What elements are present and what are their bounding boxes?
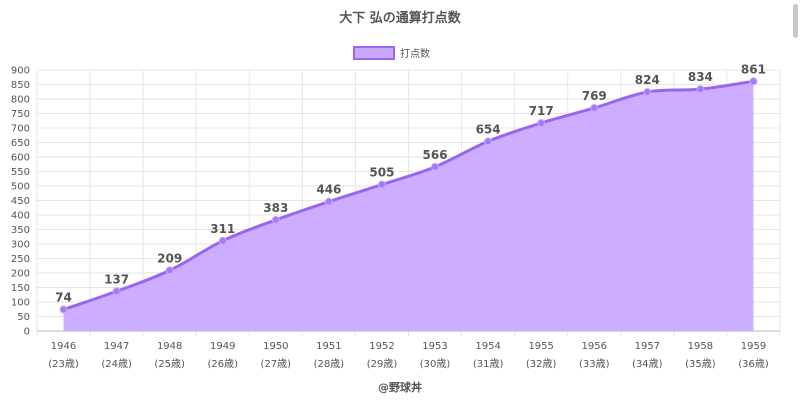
y-tick-label: 0	[24, 327, 30, 338]
x-tick-label: 1949	[210, 341, 235, 352]
data-label: 137	[104, 272, 129, 286]
y-tick-label: 350	[11, 225, 30, 236]
x-tick-sublabel: (36歳)	[738, 358, 769, 370]
y-tick-label: 200	[11, 269, 30, 280]
y-axis: 0 50 100 150 200 250 300 350 400 450 500 550 600 650 7…	[11, 66, 30, 338]
y-tick-label: 150	[11, 283, 30, 294]
data-point[interactable]	[749, 77, 758, 86]
data-label: 654	[476, 122, 501, 136]
y-tick-label: 300	[11, 240, 30, 251]
data-point[interactable]	[165, 266, 174, 275]
data-point[interactable]	[271, 215, 280, 224]
x-tick-sublabel: (34歳)	[632, 358, 663, 370]
y-tick-label: 500	[11, 182, 30, 193]
data-point[interactable]	[590, 103, 599, 112]
data-label: 566	[423, 148, 448, 162]
footer-credit: @野球丼	[378, 380, 422, 394]
data-label: 769	[582, 89, 607, 103]
x-tick-sublabel: (25歳)	[154, 358, 185, 370]
x-tick-label: 1954	[475, 341, 500, 352]
data-point[interactable]	[431, 162, 440, 171]
data-label: 861	[741, 62, 766, 76]
data-point[interactable]	[696, 85, 705, 94]
legend-label: 打点数	[400, 47, 430, 60]
x-tick-sublabel: (24歳)	[101, 358, 132, 370]
x-tick-label: 1951	[316, 341, 341, 352]
x-tick-label: 1955	[528, 341, 553, 352]
y-tick-label: 800	[11, 95, 30, 106]
data-label: 824	[635, 73, 660, 87]
y-tick-label: 750	[11, 109, 30, 120]
x-axis: 1946 (23歳) 1947 (24歳) 1948 (25歳) 1949 (26歳) 1950…	[48, 341, 769, 370]
x-tick-sublabel: (28歳)	[314, 358, 345, 370]
data-label: 717	[529, 104, 554, 118]
data-label: 446	[316, 183, 341, 197]
area-fill	[63, 81, 754, 331]
data-label: 74	[55, 291, 72, 305]
data-label: 311	[210, 222, 235, 236]
y-tick-label: 900	[11, 66, 30, 77]
x-tick-label: 1952	[369, 341, 394, 352]
x-tick-sublabel: (29歳)	[367, 358, 398, 370]
y-tick-label: 450	[11, 196, 30, 207]
y-tick-label: 250	[11, 254, 30, 265]
x-tick-label: 1956	[582, 341, 607, 352]
x-tick-sublabel: (30歳)	[420, 358, 451, 370]
x-tick-label: 1948	[157, 341, 182, 352]
x-tick-label: 1947	[104, 341, 129, 352]
series-line	[63, 79, 754, 311]
x-tick-sublabel: (26歳)	[207, 358, 238, 370]
y-tick-label: 100	[11, 298, 30, 309]
y-tick-label: 400	[11, 211, 30, 222]
data-point[interactable]	[59, 305, 68, 314]
scrollbar[interactable]	[793, 4, 798, 38]
legend-swatch	[353, 46, 395, 60]
y-tick-label: 850	[11, 80, 30, 91]
data-label: 505	[369, 166, 394, 180]
chart-title: 大下 弘の通算打点数	[339, 10, 462, 26]
data-point[interactable]	[537, 119, 546, 128]
data-label: 209	[157, 251, 182, 265]
x-tick-label: 1950	[263, 341, 288, 352]
y-tick-label: 50	[17, 312, 30, 323]
x-tick-label: 1953	[422, 341, 447, 352]
x-tick-sublabel: (27歳)	[261, 358, 292, 370]
x-tick-sublabel: (33歳)	[579, 358, 610, 370]
y-tick-label: 600	[11, 153, 30, 164]
x-tick-label: 1959	[741, 341, 766, 352]
data-label: 383	[263, 201, 288, 215]
x-tick-label: 1958	[688, 341, 713, 352]
y-tick-label: 700	[11, 124, 30, 135]
x-tick-sublabel: (35歳)	[685, 358, 716, 370]
x-tick-label: 1946	[51, 341, 76, 352]
y-tick-label: 650	[11, 138, 30, 149]
data-point[interactable]	[324, 197, 333, 206]
x-tick-sublabel: (31歳)	[473, 358, 504, 370]
data-point[interactable]	[112, 287, 121, 296]
legend[interactable]: 打点数	[353, 46, 430, 60]
data-point[interactable]	[484, 137, 493, 146]
x-tick-sublabel: (23歳)	[48, 358, 79, 370]
y-tick-label: 550	[11, 167, 30, 178]
x-tick-label: 1957	[635, 341, 660, 352]
data-labels: 74 137 209 311 383 446 505 566 654 717 769 824 834 86…	[55, 62, 766, 304]
data-point[interactable]	[643, 88, 652, 97]
data-point[interactable]	[218, 236, 227, 245]
data-point[interactable]	[377, 180, 386, 189]
x-tick-sublabel: (32歳)	[526, 358, 557, 370]
data-label: 834	[688, 70, 713, 84]
data-points	[59, 77, 758, 314]
